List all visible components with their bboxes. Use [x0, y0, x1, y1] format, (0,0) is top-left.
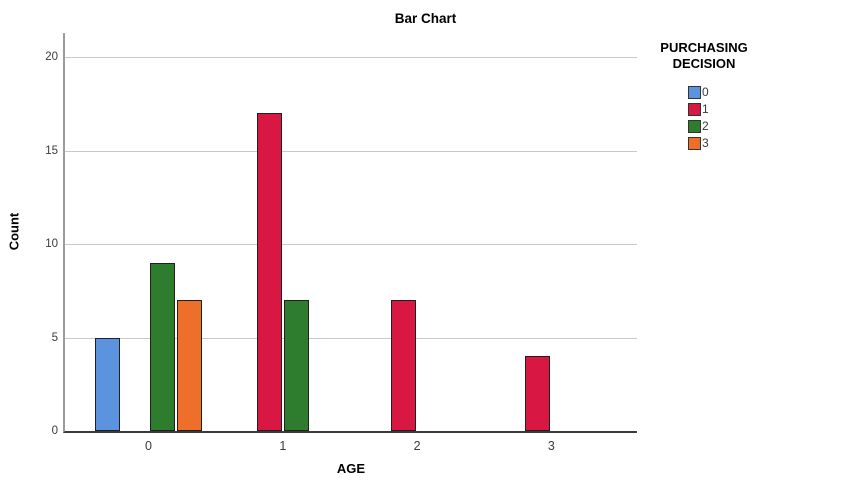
gridline-5	[65, 337, 637, 339]
y-tick-20: 20	[45, 51, 58, 64]
x-tick-0: 0	[145, 439, 152, 453]
y-axis-label: Count	[6, 212, 22, 251]
legend: PURCHASING DECISION 0 1 2 3	[638, 40, 770, 152]
y-tick-0: 0	[51, 425, 58, 437]
legend-entry-3: 3	[688, 135, 770, 152]
legend-title: PURCHASING DECISION	[660, 40, 748, 71]
legend-entry-2: 2	[688, 118, 770, 135]
x-tick-3: 3	[547, 439, 555, 453]
bar-age1-decision1	[256, 113, 282, 431]
legend-swatch-0	[688, 86, 701, 99]
gridline-15	[65, 150, 637, 152]
legend-swatch-2	[688, 120, 701, 133]
bar-age1-decision2	[284, 300, 309, 431]
legend-entries: 0 1 2 3	[688, 84, 770, 152]
bar-age0-decision3	[177, 300, 203, 431]
y-tick-10: 10	[45, 238, 58, 251]
gridline-20	[65, 57, 637, 59]
bar-age2-decision1	[390, 300, 416, 431]
y-tick-15: 15	[45, 144, 58, 157]
legend-entry-label: 1	[702, 102, 709, 116]
plot-area	[63, 33, 637, 433]
x-axis-label: AGE	[336, 461, 366, 476]
y-tick-5: 5	[51, 331, 58, 344]
chart-title: Bar Chart	[394, 11, 457, 26]
legend-entry-0: 0	[688, 84, 770, 101]
legend-entry-1: 1	[688, 101, 770, 118]
gridline-10	[65, 244, 637, 246]
bar-age3-decision1	[525, 356, 551, 431]
legend-entry-label: 3	[702, 136, 709, 150]
bar-age0-decision2	[149, 263, 175, 431]
legend-swatch-1	[688, 103, 701, 116]
bar-age0-decision0	[94, 338, 120, 431]
legend-swatch-3	[688, 137, 701, 150]
x-tick-1: 1	[279, 439, 287, 453]
legend-entry-label: 2	[702, 119, 709, 133]
x-tick-2: 2	[413, 439, 421, 453]
legend-entry-label: 0	[702, 85, 709, 99]
